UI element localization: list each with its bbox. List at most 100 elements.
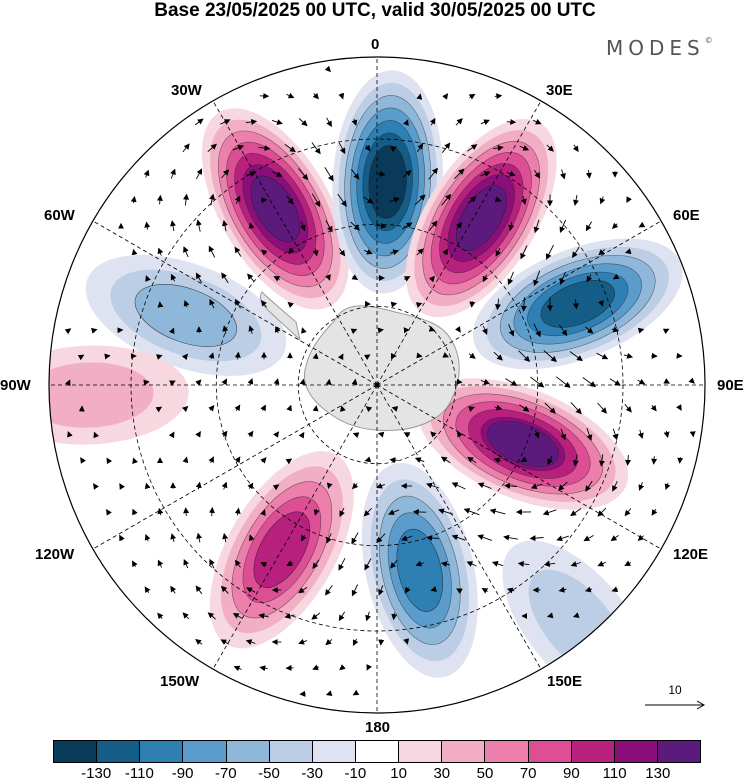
- wind-arrow: [378, 585, 384, 596]
- wind-arrow: [234, 404, 241, 412]
- wind-arrow: [260, 404, 266, 412]
- wind-arrow: [364, 144, 371, 152]
- wind-arrow: [428, 167, 439, 180]
- wind-arrow: [547, 455, 553, 466]
- meridian-line: [376, 384, 542, 670]
- wind-vectors: [64, 65, 696, 697]
- wind-arrow: [468, 196, 477, 204]
- wind-arrow: [181, 405, 189, 413]
- wind-arrow: [182, 143, 190, 153]
- wind-arrow: [506, 587, 515, 594]
- wind-arrow: [93, 431, 100, 439]
- wind-arrow: [132, 560, 138, 568]
- wind-arrow: [260, 249, 268, 256]
- wind-arrow: [324, 65, 331, 73]
- wind-arrow: [429, 117, 436, 126]
- wind-arrow: [403, 119, 409, 126]
- wind-arrow: [505, 378, 518, 386]
- wind-arrow: [573, 194, 579, 206]
- wind-arrow: [298, 431, 305, 439]
- wind-arrow: [596, 352, 609, 360]
- colorbar-tick-label: -130: [81, 765, 112, 782]
- wind-arrow: [455, 222, 462, 230]
- map-boundary: [48, 56, 706, 714]
- wind-arrow: [157, 559, 164, 568]
- wind-arrow: [234, 456, 241, 464]
- wind-arrow: [247, 430, 254, 438]
- wind-arrow: [338, 557, 346, 571]
- wind-arrow: [260, 457, 267, 464]
- wind-arrow: [273, 276, 281, 282]
- lon-label-30w: 30W: [171, 82, 202, 99]
- wind-arrow: [183, 558, 189, 569]
- wind-arrow: [350, 221, 361, 231]
- wind-arrow: [637, 378, 646, 385]
- wind-arrow: [560, 428, 567, 441]
- wind-arrow: [130, 195, 137, 204]
- wind-arrow: [156, 194, 163, 205]
- lon-label-30e: 30E: [546, 82, 573, 99]
- wind-arrow: [313, 509, 320, 516]
- wind-arrow: [442, 248, 449, 256]
- colorbar-swatch: [614, 741, 658, 762]
- lon-label-90e: 90E: [717, 377, 744, 394]
- wind-arrow: [586, 274, 593, 283]
- wind-arrow: [401, 222, 413, 230]
- wind-arrow: [299, 378, 306, 385]
- wind-arrow: [582, 377, 597, 388]
- wind-arrow: [195, 219, 202, 232]
- wind-arrow: [508, 324, 515, 337]
- wind-arrow: [637, 327, 645, 334]
- wind-arrow: [377, 327, 384, 334]
- wind-arrow: [612, 273, 620, 280]
- wind-arrow: [298, 586, 308, 594]
- wind-arrow: [428, 275, 435, 283]
- wind-arrow: [466, 561, 477, 567]
- wind-arrow: [364, 558, 372, 571]
- wind-arrow: [298, 638, 308, 645]
- wind-arrow: [119, 534, 125, 542]
- wind-arrow: [221, 378, 227, 386]
- wind-arrow: [273, 378, 280, 386]
- wind-arrow: [376, 533, 386, 544]
- wind-arrow: [390, 301, 398, 308]
- wind-arrow: [260, 562, 268, 568]
- wind-arrow: [312, 92, 319, 100]
- wind-arrow: [389, 249, 400, 256]
- wind-arrow: [520, 297, 527, 312]
- wind-arrow: [338, 92, 345, 100]
- wind-arrow: [339, 664, 346, 671]
- wind-arrow: [555, 376, 571, 388]
- wind-arrow: [196, 532, 203, 543]
- colorbar-tick-label: -10: [344, 765, 367, 782]
- wind-arrow: [611, 586, 619, 593]
- wind-arrow: [534, 169, 541, 179]
- wind-arrow: [585, 170, 592, 179]
- anomaly-center: [361, 462, 478, 678]
- colorbar-swatch: [226, 741, 270, 762]
- wind-arrow: [363, 507, 372, 517]
- wind-arrow: [365, 611, 372, 622]
- latitude-circle: [297, 305, 457, 465]
- reference-arrow: [645, 700, 706, 710]
- wind-arrow: [248, 534, 255, 541]
- wind-arrow: [312, 405, 319, 412]
- wind-arrow: [597, 560, 606, 567]
- wind-arrow: [414, 194, 426, 206]
- lon-label-150w: 150W: [160, 673, 200, 690]
- meridian-line: [376, 100, 542, 386]
- wind-arrow: [477, 534, 492, 541]
- wind-arrow: [234, 507, 241, 516]
- wind-arrow: [352, 482, 359, 490]
- wind-arrow: [610, 535, 619, 542]
- wind-arrow: [451, 534, 466, 541]
- brand-text: MODES: [606, 36, 705, 60]
- wind-arrow: [375, 223, 387, 229]
- wind-arrow: [337, 353, 344, 361]
- wind-arrow: [246, 587, 256, 593]
- wind-arrow: [311, 193, 321, 208]
- wind-arrow: [366, 664, 372, 671]
- wind-arrow: [183, 507, 190, 516]
- wind-arrow: [481, 325, 488, 335]
- wind-arrow: [430, 431, 437, 438]
